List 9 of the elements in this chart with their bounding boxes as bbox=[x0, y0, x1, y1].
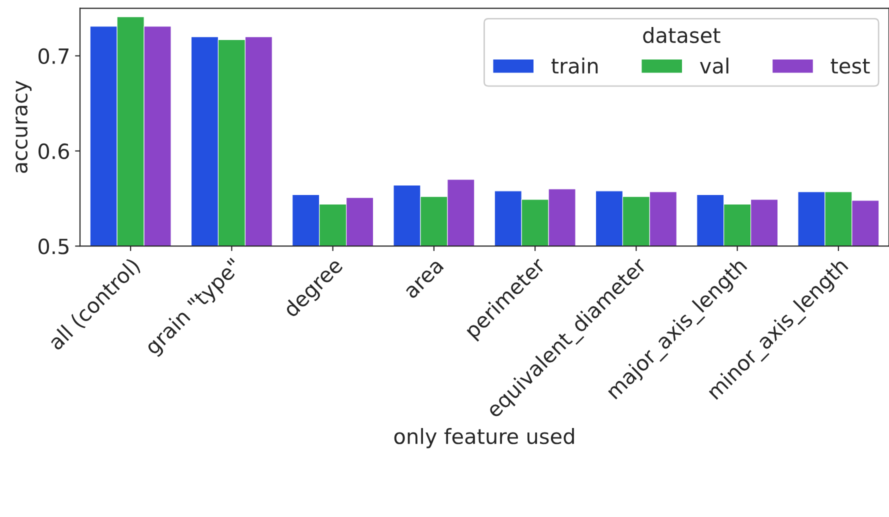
legend-label: test bbox=[830, 58, 870, 74]
x-axis-title: only feature used bbox=[394, 428, 574, 448]
legend-label: val bbox=[700, 58, 728, 74]
y-tick-label: 0.6 bbox=[38, 143, 69, 160]
y-axis-title: accuracy bbox=[16, 80, 32, 173]
legend-label: train bbox=[551, 58, 598, 74]
legend-title: dataset bbox=[643, 27, 720, 44]
y-tick-label: 0.7 bbox=[38, 48, 69, 64]
y-tick-label: 0.5 bbox=[38, 238, 68, 254]
